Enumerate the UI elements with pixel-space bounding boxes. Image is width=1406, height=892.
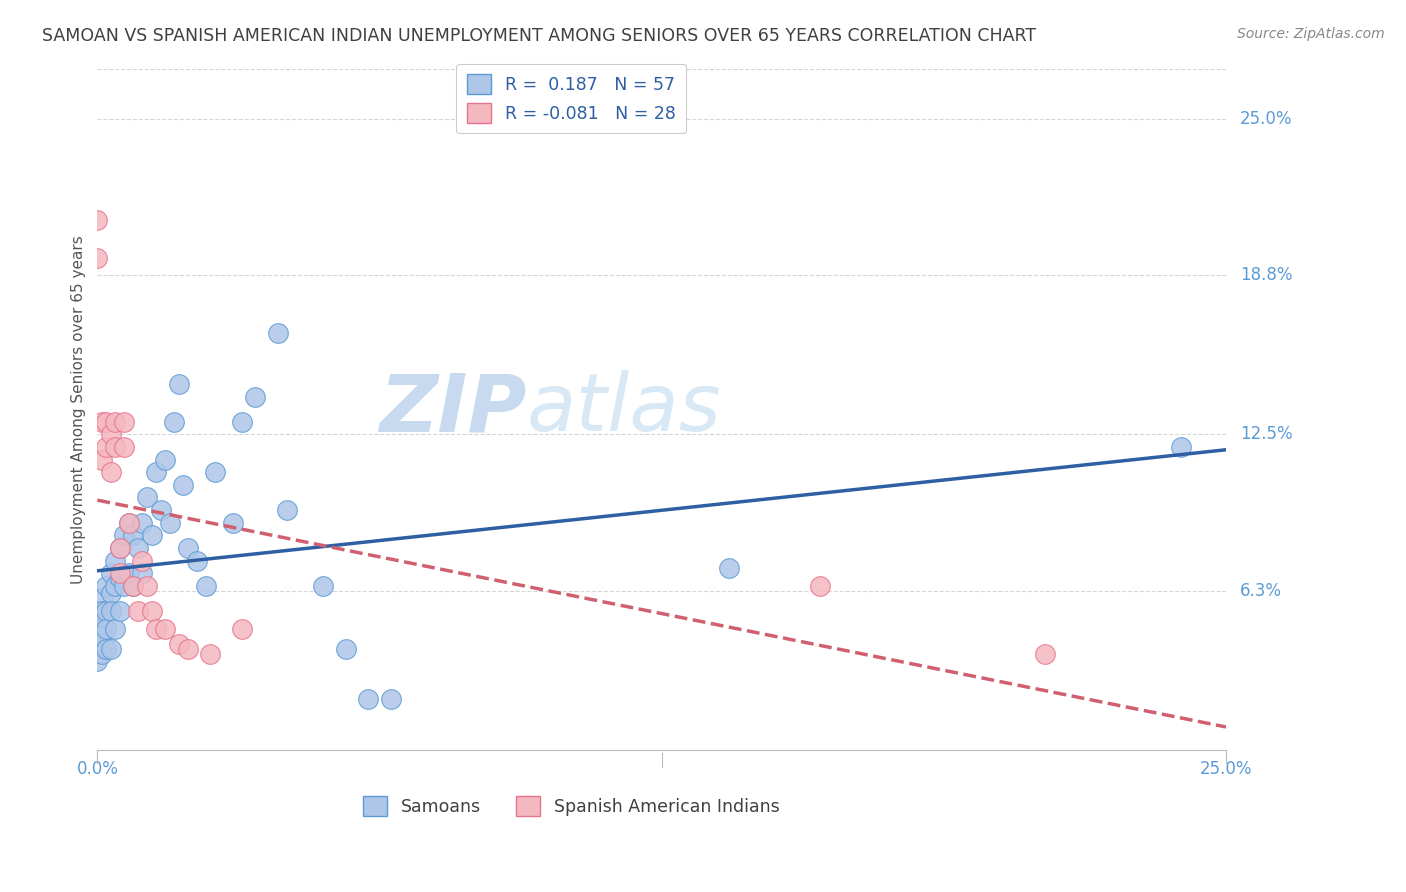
Point — [90, 616, 112, 631]
Point — [131, 553, 153, 567]
Point — [231, 415, 253, 429]
Point — [145, 465, 167, 479]
Point — [90, 647, 112, 661]
Point — [108, 541, 131, 555]
Point — [131, 516, 153, 530]
Point — [90, 629, 112, 643]
Point — [90, 415, 112, 429]
Text: 12.5%: 12.5% — [1240, 425, 1292, 443]
Point — [172, 478, 194, 492]
Point — [186, 553, 208, 567]
Point — [122, 579, 145, 593]
Point — [104, 415, 127, 429]
Point — [118, 516, 141, 530]
Point — [86, 616, 108, 631]
Text: Source: ZipAtlas.com: Source: ZipAtlas.com — [1237, 27, 1385, 41]
Point — [127, 541, 149, 555]
Point — [176, 541, 198, 555]
Point — [1170, 440, 1192, 454]
Point — [100, 465, 122, 479]
Point — [159, 516, 181, 530]
Point — [131, 566, 153, 581]
Point — [357, 692, 380, 706]
Point — [114, 415, 136, 429]
Point — [176, 641, 198, 656]
Point — [96, 641, 118, 656]
Legend: Samoans, Spanish American Indians: Samoans, Spanish American Indians — [356, 789, 787, 822]
Point — [104, 553, 127, 567]
Point — [114, 579, 136, 593]
Point — [86, 213, 108, 227]
Point — [114, 528, 136, 542]
Point — [104, 440, 127, 454]
Point — [96, 440, 118, 454]
Point — [136, 579, 159, 593]
Point — [153, 622, 176, 636]
Point — [104, 579, 127, 593]
Point — [108, 566, 131, 581]
Point — [86, 629, 108, 643]
Point — [335, 641, 357, 656]
Point — [153, 452, 176, 467]
Point — [718, 561, 741, 575]
Point — [231, 622, 253, 636]
Point — [118, 566, 141, 581]
Text: 25.0%: 25.0% — [1240, 110, 1292, 128]
Point — [86, 604, 108, 618]
Point — [194, 579, 217, 593]
Point — [276, 503, 298, 517]
Point — [122, 579, 145, 593]
Point — [380, 692, 402, 706]
Point — [108, 541, 131, 555]
Point — [127, 604, 149, 618]
Point — [90, 604, 112, 618]
Point — [100, 566, 122, 581]
Point — [122, 528, 145, 542]
Point — [96, 579, 118, 593]
Point — [100, 427, 122, 442]
Point — [108, 604, 131, 618]
Point — [245, 390, 267, 404]
Point — [267, 326, 290, 341]
Point — [167, 376, 190, 391]
Text: atlas: atlas — [526, 370, 721, 448]
Point — [163, 415, 186, 429]
Point — [104, 622, 127, 636]
Point — [86, 655, 108, 669]
Point — [222, 516, 245, 530]
Point — [808, 579, 831, 593]
Point — [1035, 647, 1057, 661]
Text: 18.8%: 18.8% — [1240, 267, 1292, 285]
Point — [114, 440, 136, 454]
Text: 6.3%: 6.3% — [1240, 582, 1282, 599]
Point — [145, 622, 167, 636]
Point — [149, 503, 172, 517]
Point — [108, 571, 131, 585]
Point — [96, 415, 118, 429]
Point — [141, 528, 163, 542]
Point — [86, 641, 108, 656]
Point — [167, 637, 190, 651]
Point — [96, 622, 118, 636]
Point — [100, 641, 122, 656]
Point — [90, 452, 112, 467]
Point — [141, 604, 163, 618]
Point — [136, 491, 159, 505]
Point — [312, 579, 335, 593]
Point — [200, 647, 222, 661]
Point — [118, 516, 141, 530]
Point — [100, 604, 122, 618]
Point — [86, 251, 108, 265]
Point — [90, 591, 112, 606]
Point — [100, 586, 122, 600]
Text: ZIP: ZIP — [378, 370, 526, 448]
Point — [204, 465, 226, 479]
Text: SAMOAN VS SPANISH AMERICAN INDIAN UNEMPLOYMENT AMONG SENIORS OVER 65 YEARS CORRE: SAMOAN VS SPANISH AMERICAN INDIAN UNEMPL… — [42, 27, 1036, 45]
Y-axis label: Unemployment Among Seniors over 65 years: Unemployment Among Seniors over 65 years — [72, 235, 86, 583]
Point — [96, 604, 118, 618]
